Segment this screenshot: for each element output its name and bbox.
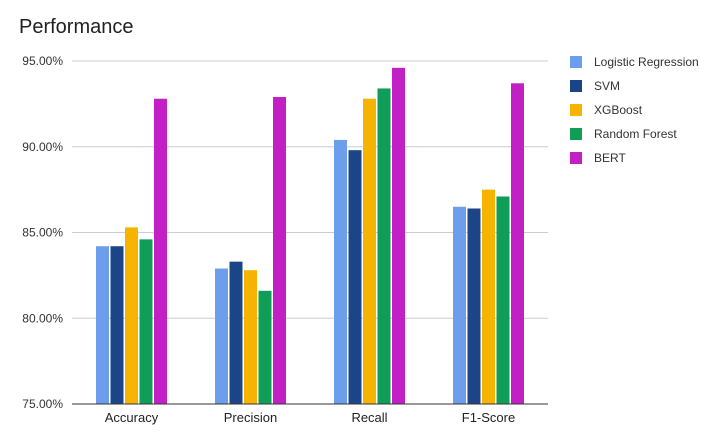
bar-recall-logistic-regression xyxy=(334,139,347,404)
bar-precision-xgboost xyxy=(244,270,257,404)
bar-precision-bert xyxy=(273,97,286,404)
bar-f1-score-logistic-regression xyxy=(453,206,466,404)
legend-item: SVM xyxy=(570,79,620,93)
y-axis-ticks: 75.00% 80.00% 85.00% 90.00% 95.00% xyxy=(22,54,63,411)
legend-swatch xyxy=(570,104,582,116)
bar-accuracy-xgboost xyxy=(125,227,138,404)
bar-accuracy-bert xyxy=(154,98,167,404)
x-axis: Accuracy Precision Recall F1-Score xyxy=(72,403,548,425)
bar-accuracy-logistic-regression xyxy=(96,246,109,404)
legend-swatch xyxy=(570,152,582,164)
legend-item: BERT xyxy=(570,151,626,165)
y-tick-label: 85.00% xyxy=(22,226,63,240)
bars xyxy=(96,67,524,405)
legend-item: Logistic Regression xyxy=(570,55,699,69)
legend-item: XGBoost xyxy=(570,103,643,117)
x-tick-label: F1-Score xyxy=(462,410,515,425)
bar-recall-xgboost xyxy=(363,98,376,404)
y-tick-label: 90.00% xyxy=(22,140,63,154)
legend-swatch xyxy=(570,128,582,140)
y-tick-label: 75.00% xyxy=(22,397,63,411)
legend-label: Logistic Regression xyxy=(594,55,699,69)
chart-title: Performance xyxy=(19,16,134,38)
y-tick-label: 95.00% xyxy=(22,54,63,68)
x-tick-label: Accuracy xyxy=(105,410,159,425)
bar-recall-random-forest xyxy=(377,88,391,404)
bar-precision-logistic-regression xyxy=(215,268,228,404)
legend-label: SVM xyxy=(594,79,620,93)
bar-accuracy-svm xyxy=(110,246,124,404)
legend-label: XGBoost xyxy=(594,103,643,117)
bar-precision-svm xyxy=(229,261,243,404)
bar-f1-score-xgboost xyxy=(482,189,495,404)
bar-precision-random-forest xyxy=(258,290,272,404)
x-tick-label: Precision xyxy=(224,410,277,425)
y-tick-label: 80.00% xyxy=(22,311,63,325)
bar-f1-score-bert xyxy=(511,83,524,405)
legend-swatch xyxy=(570,80,582,92)
bar-f1-score-random-forest xyxy=(496,196,510,404)
legend-label: Random Forest xyxy=(594,127,677,141)
legend-item: Random Forest xyxy=(570,127,677,141)
bar-recall-svm xyxy=(348,150,362,404)
bar-recall-bert xyxy=(392,67,405,405)
bar-accuracy-random-forest xyxy=(139,239,153,404)
legend-swatch xyxy=(570,56,582,68)
x-tick-label: Recall xyxy=(351,410,387,425)
bar-f1-score-svm xyxy=(467,208,481,404)
legend: Logistic Regression SVM XGBoost Random Fore… xyxy=(570,55,699,165)
legend-label: BERT xyxy=(594,151,626,165)
